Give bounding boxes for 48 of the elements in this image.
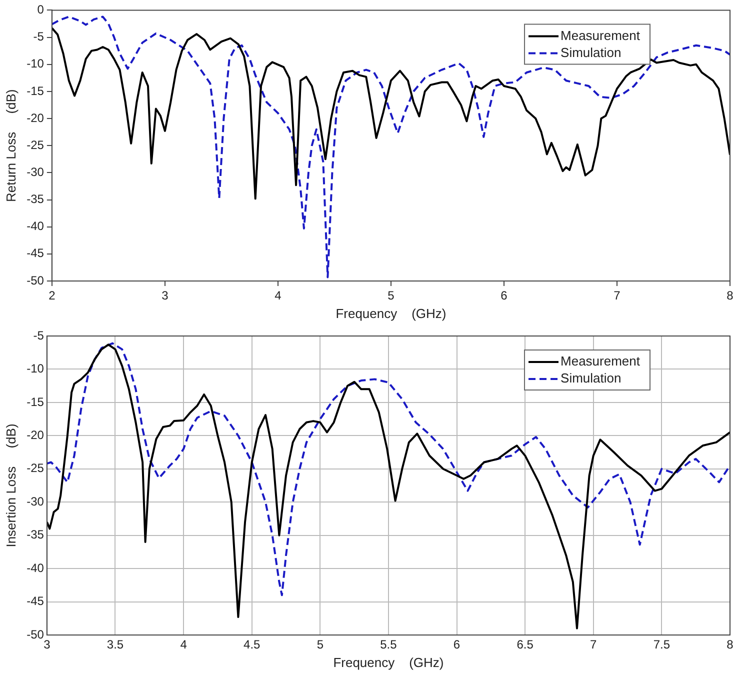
y-tick-label: 0 [37,2,44,17]
legend-label: Measurement [560,28,640,43]
y-tick-label: -40 [26,560,44,575]
y-tick-label: -15 [26,84,44,98]
y-tick-label: -30 [26,494,44,508]
x-tick-label: 3 [44,638,51,652]
y-tick-label: -40 [26,219,44,234]
y-tick-label: -45 [26,594,44,608]
x-axis-title: Frequency (GHz) [333,654,444,670]
y-tick-label: -35 [26,528,44,542]
y-tick-label: -5 [33,30,44,44]
legend-label: Simulation [560,370,622,386]
y-tick-label: -10 [26,362,44,376]
y-tick-label: -25 [26,138,44,152]
y-tick-label: -5 [33,328,44,342]
legend-label: Measurement [560,354,640,369]
y-tick-label: -25 [26,461,44,476]
x-tick-label: 6 [500,288,508,303]
x-tick-label: 2 [48,288,56,303]
legend-label: Simulation [560,44,622,60]
x-tick-label: 5.5 [380,638,398,652]
y-tick-label: -50 [26,627,44,642]
x-tick-label: 3 [162,288,169,303]
x-tick-label: 5 [316,638,324,652]
line-series [52,16,730,278]
x-tick-label: 7 [614,288,621,303]
x-tick-label: 5 [388,288,395,303]
y-tick-label: -30 [26,164,44,179]
x-tick-label: 3.5 [106,638,124,652]
x-tick-label: 4 [274,288,282,303]
y-tick-label: -45 [26,246,44,260]
y-tick-label: -20 [26,110,44,125]
x-tick-label: 4.5 [244,638,261,652]
x-axis-title: Frequency (GHz) [336,306,446,321]
y-tick-label: -10 [26,56,44,71]
y-axis-title: Insertion Loss (dB) [3,424,18,548]
y-tick-label: -15 [26,394,44,409]
x-tick-label: 6 [453,638,460,652]
x-tick-label: 6.5 [516,638,534,652]
y-tick-label: -50 [26,273,44,288]
x-tick-label: 8 [726,638,734,652]
x-tick-label: 4 [180,638,188,652]
x-tick-label: 7 [590,638,598,652]
x-tick-label: 8 [726,288,734,303]
y-tick-label: -20 [26,428,44,442]
x-tick-label: 7.5 [653,638,670,652]
y-axis-title: Return Loss (dB) [3,89,18,202]
y-tick-label: -35 [26,192,44,206]
